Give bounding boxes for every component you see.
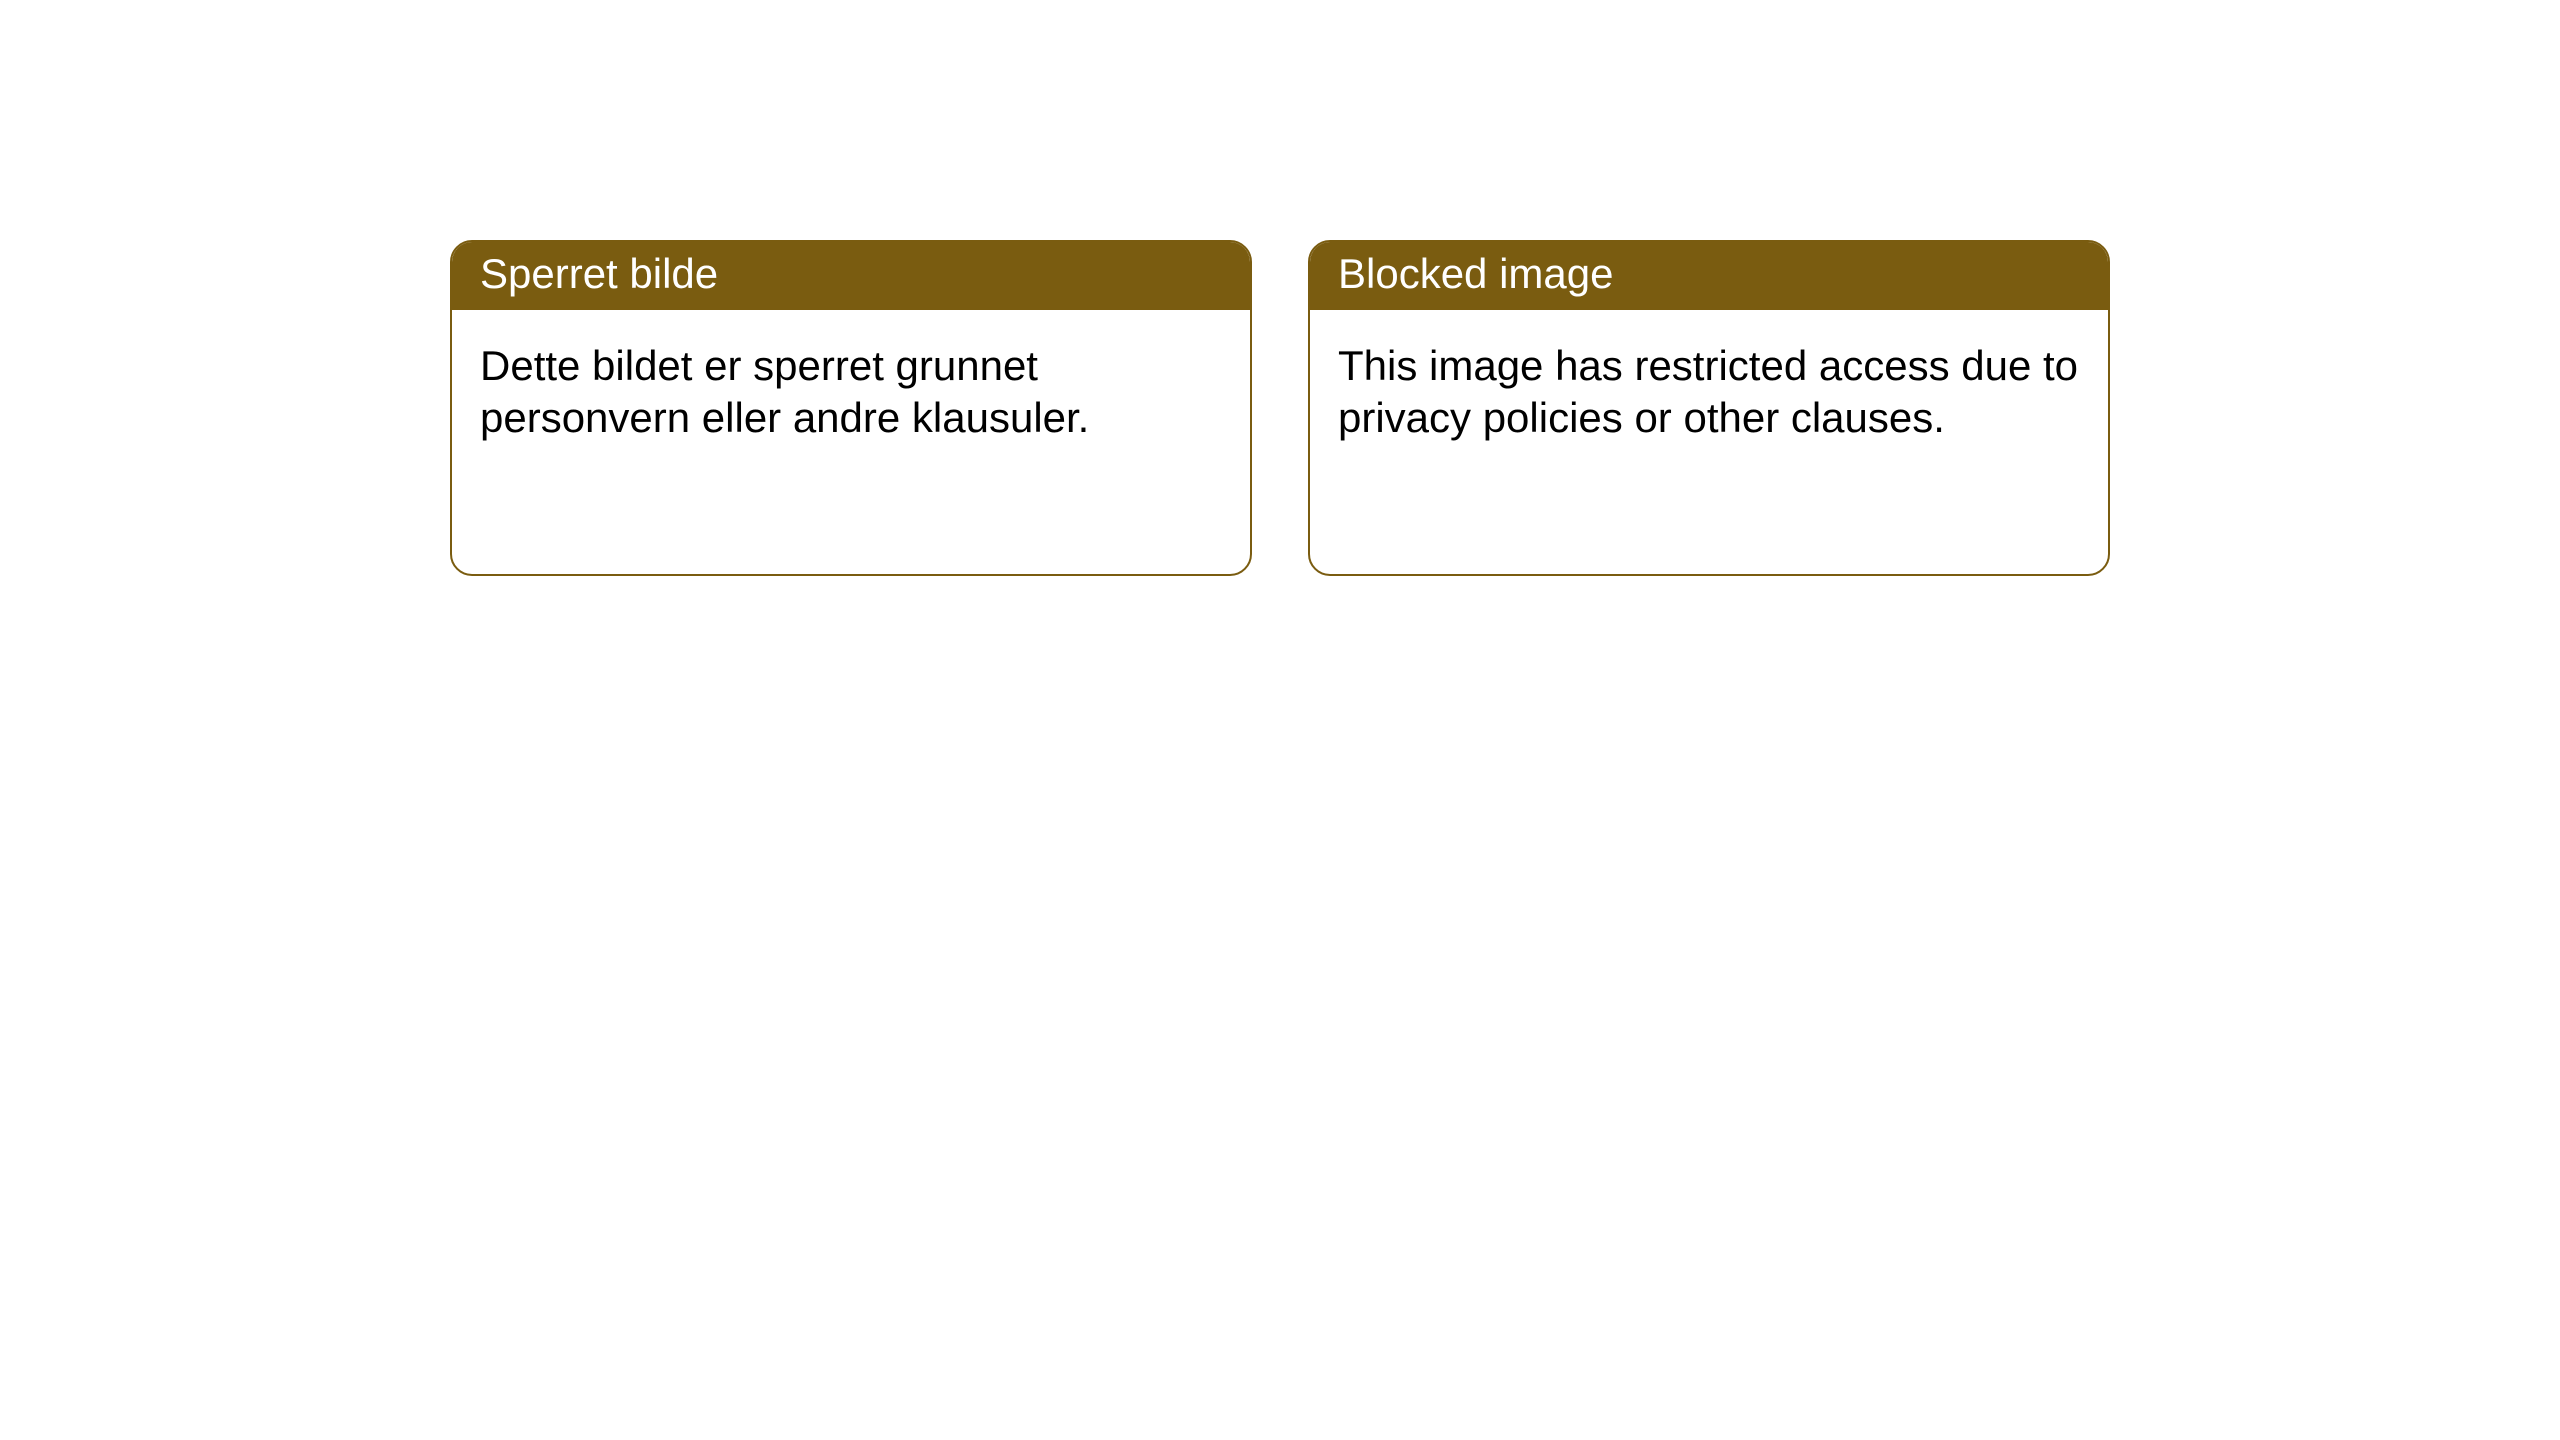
notice-container: Sperret bilde Dette bildet er sperret gr… bbox=[450, 240, 2110, 576]
notice-body: Dette bildet er sperret grunnet personve… bbox=[452, 310, 1250, 474]
notice-title: Blocked image bbox=[1338, 250, 1613, 297]
notice-title: Sperret bilde bbox=[480, 250, 718, 297]
notice-body-text: Dette bildet er sperret grunnet personve… bbox=[480, 342, 1089, 441]
notice-card-norwegian: Sperret bilde Dette bildet er sperret gr… bbox=[450, 240, 1252, 576]
notice-body-text: This image has restricted access due to … bbox=[1338, 342, 2078, 441]
notice-header: Sperret bilde bbox=[452, 242, 1250, 310]
notice-card-english: Blocked image This image has restricted … bbox=[1308, 240, 2110, 576]
notice-body: This image has restricted access due to … bbox=[1310, 310, 2108, 474]
notice-header: Blocked image bbox=[1310, 242, 2108, 310]
